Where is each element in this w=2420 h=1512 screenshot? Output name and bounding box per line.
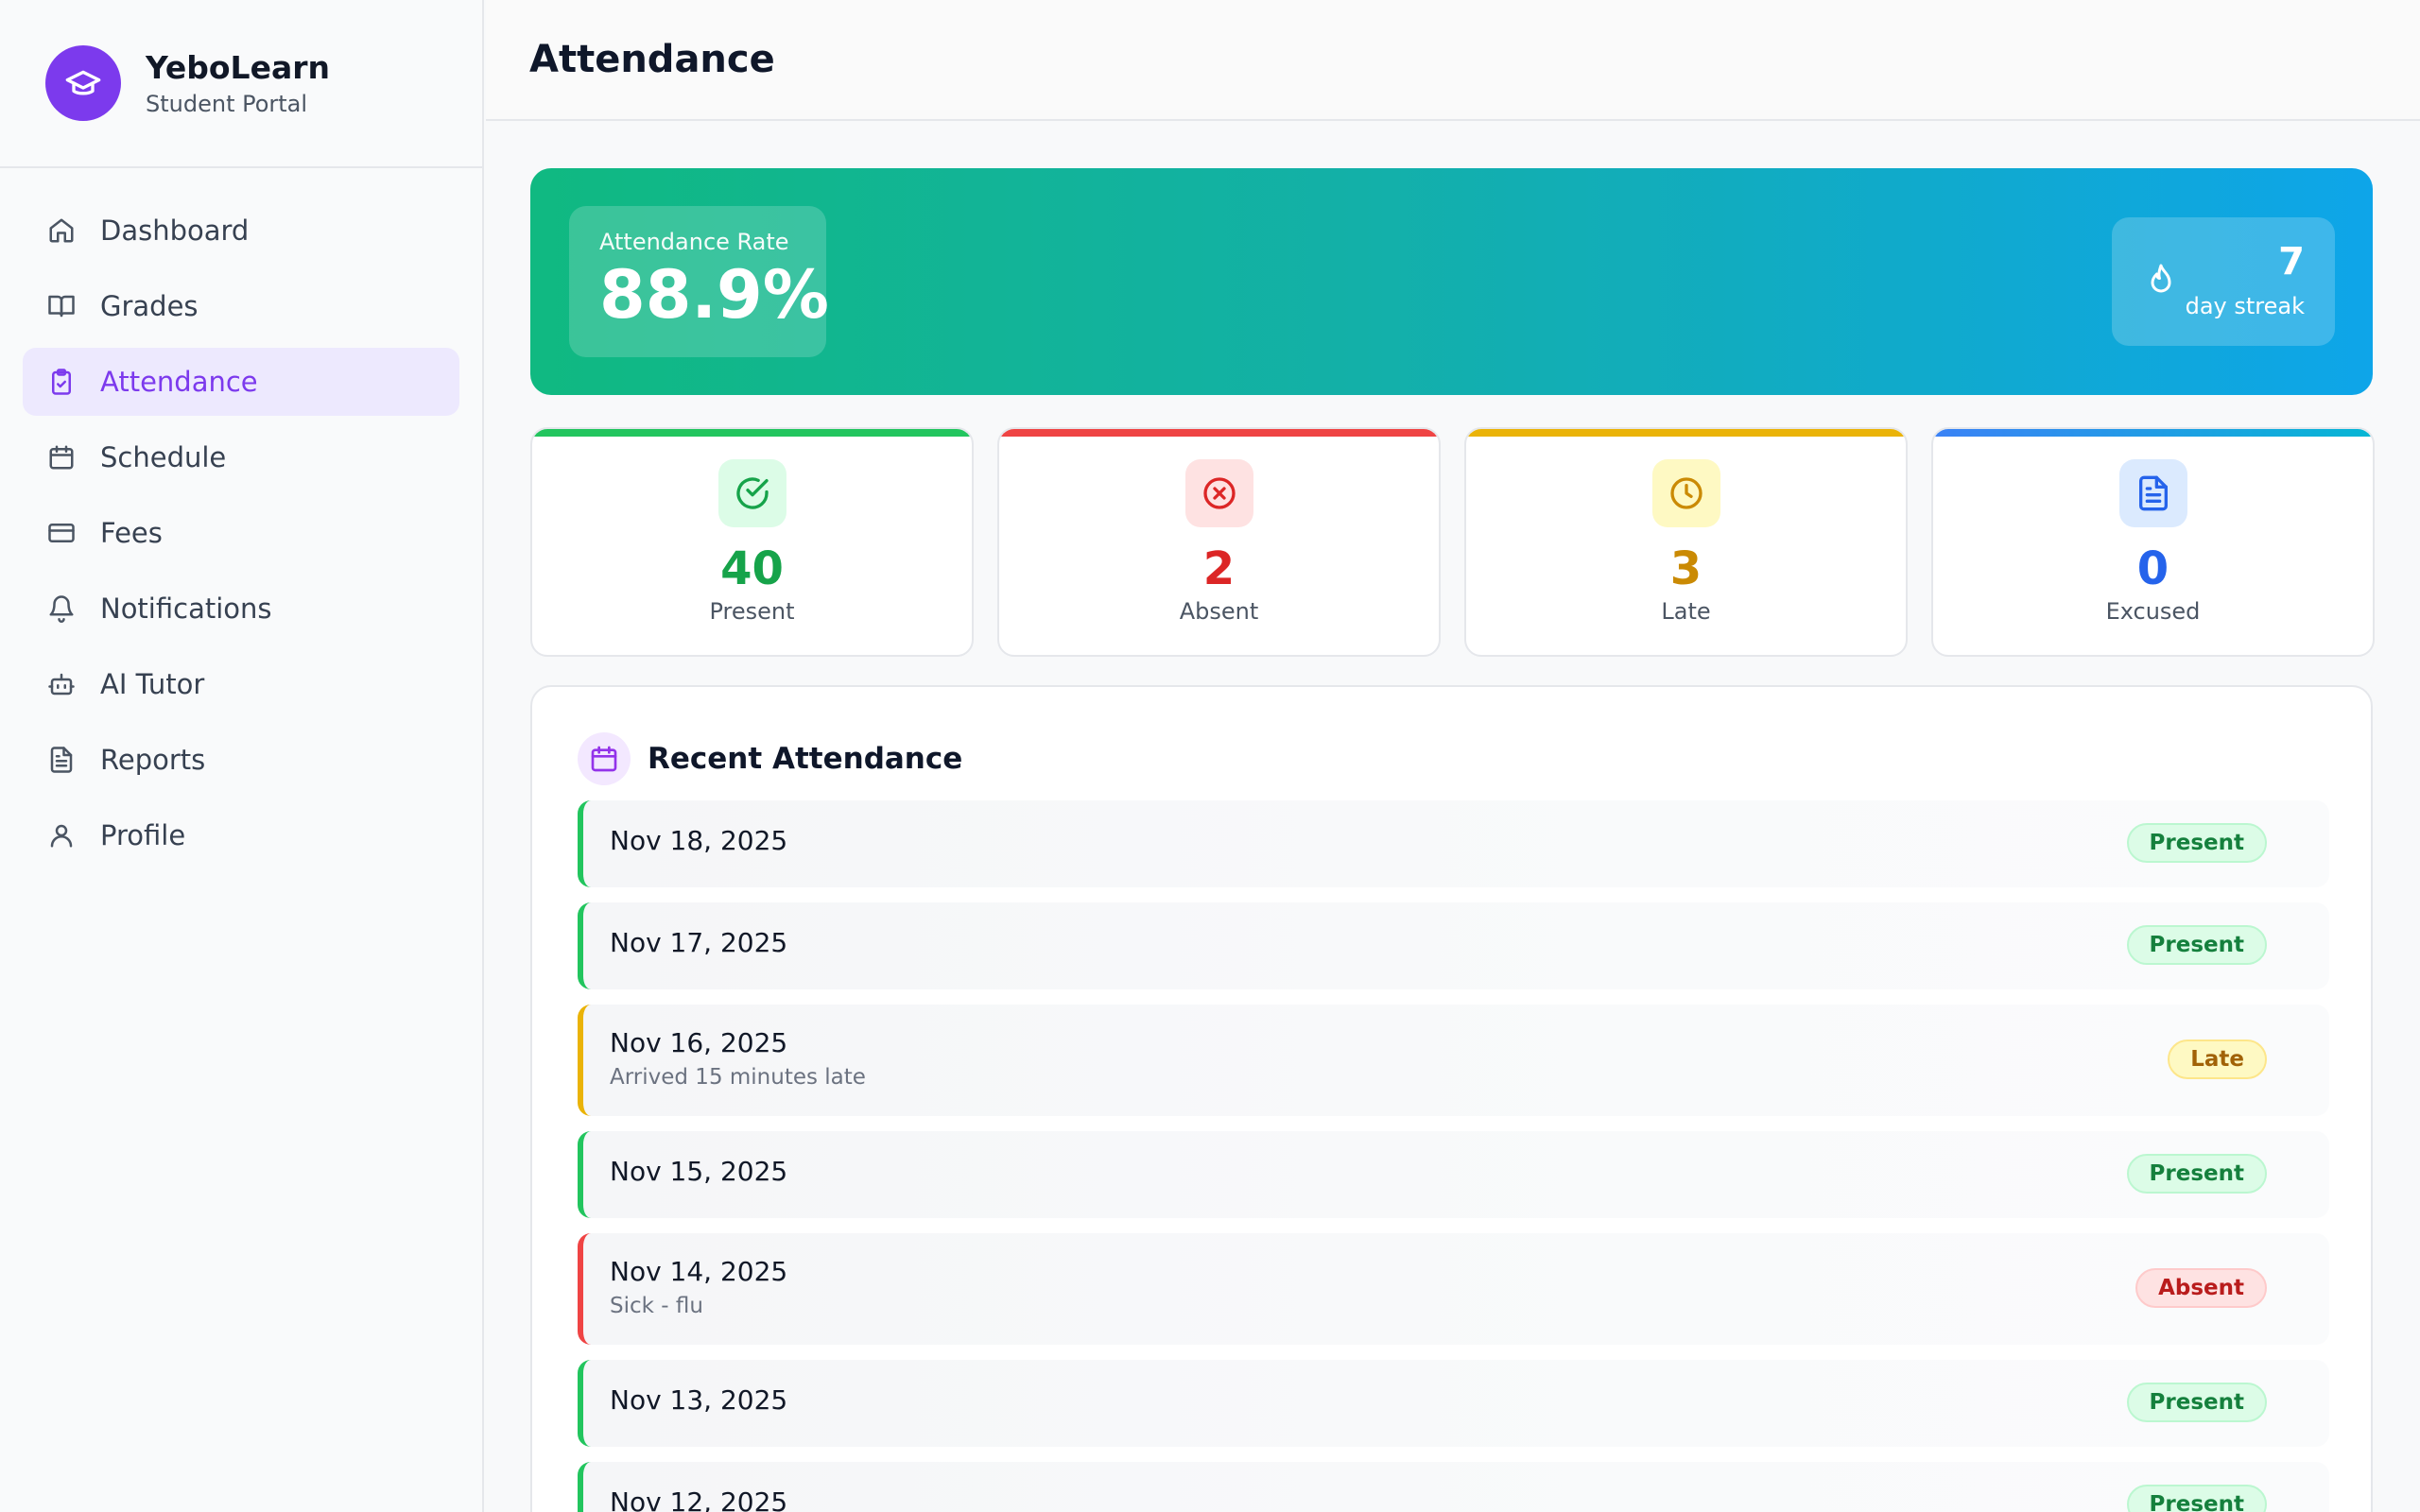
panel-header: Recent Attendance [578, 732, 962, 785]
attendance-row[interactable]: Nov 14, 2025 Sick - flu Absent [578, 1233, 2329, 1345]
sidebar-item-reports[interactable]: Reports [23, 726, 459, 794]
attendance-hero: Attendance Rate 88.9% 7 day streak [530, 168, 2373, 395]
status-badge: Late [2168, 1040, 2267, 1079]
status-badge: Present [2126, 1154, 2267, 1194]
sidebar-item-label: AI Tutor [100, 668, 205, 700]
sidebar-item-label: Grades [100, 290, 199, 322]
row-note: Sick - flu [610, 1294, 703, 1318]
stat-card-excused: 0 Excused [1931, 427, 2375, 657]
stat-value: 3 [1669, 542, 1703, 595]
attendance-row[interactable]: Nov 16, 2025 Arrived 15 minutes late Lat… [578, 1005, 2329, 1116]
attendance-rate-box: Attendance Rate 88.9% [569, 206, 829, 357]
row-date: Nov 12, 2025 [610, 1486, 788, 1512]
streak-box: 7 day streak [2112, 217, 2335, 346]
stat-value: 0 [2136, 542, 2169, 595]
calendar-icon [578, 732, 631, 785]
stat-label: Present [709, 597, 795, 625]
sidebar-item-label: Notifications [100, 593, 272, 625]
attendance-row[interactable]: Nov 12, 2025 Present [578, 1462, 2329, 1512]
sidebar-nav: Dashboard Grades Attendance Schedule Fee… [0, 168, 482, 869]
stat-accent-bar [532, 429, 972, 437]
stat-label: Absent [1179, 597, 1259, 625]
document-icon [2118, 459, 2187, 527]
row-note: Arrived 15 minutes late [610, 1065, 866, 1090]
sidebar-item-label: Dashboard [100, 215, 250, 247]
sidebar-item-attendance[interactable]: Attendance [23, 348, 459, 416]
attendance-row[interactable]: Nov 18, 2025 Present [578, 800, 2329, 887]
page-header: Attendance [486, 0, 2420, 121]
book-icon [45, 290, 78, 322]
stat-accent-bar [1466, 429, 1906, 437]
status-badge: Present [2126, 1383, 2267, 1422]
status-badge: Present [2126, 925, 2267, 965]
home-icon [45, 215, 78, 247]
row-date: Nov 14, 2025 [610, 1256, 788, 1287]
row-date: Nov 17, 2025 [610, 927, 788, 958]
row-date: Nov 13, 2025 [610, 1384, 788, 1416]
status-badge: Present [2126, 823, 2267, 863]
sidebar-item-label: Fees [100, 517, 163, 549]
stat-value: 40 [720, 542, 784, 595]
sidebar-item-label: Schedule [100, 441, 227, 473]
sidebar-item-fees[interactable]: Fees [23, 499, 459, 567]
row-date: Nov 15, 2025 [610, 1156, 788, 1187]
calendar-icon [45, 441, 78, 473]
credit-card-icon [45, 517, 78, 549]
sidebar: YeboLearn Student Portal Dashboard Grade… [0, 0, 484, 1512]
streak-value: 7 [2278, 240, 2305, 284]
recent-attendance-panel: Recent Attendance Nov 18, 2025 Present N… [530, 685, 2373, 1512]
brand-subtitle: Student Portal [146, 90, 308, 117]
status-badge: Absent [2135, 1268, 2267, 1308]
attendance-row[interactable]: Nov 15, 2025 Present [578, 1131, 2329, 1218]
row-date: Nov 16, 2025 [610, 1027, 788, 1058]
sidebar-item-notifications[interactable]: Notifications [23, 575, 459, 643]
attendance-row[interactable]: Nov 17, 2025 Present [578, 902, 2329, 989]
sidebar-item-schedule[interactable]: Schedule [23, 423, 459, 491]
stat-label: Excused [2105, 597, 2201, 625]
stat-label: Late [1661, 597, 1711, 625]
brand-name: YeboLearn [146, 49, 330, 87]
x-circle-icon [1184, 459, 1253, 527]
brand: YeboLearn Student Portal [0, 0, 482, 168]
sidebar-item-profile[interactable]: Profile [23, 801, 459, 869]
flame-icon [2144, 261, 2178, 302]
clipboard-check-icon [45, 366, 78, 398]
page-title: Attendance [529, 38, 775, 81]
panel-title: Recent Attendance [648, 742, 963, 776]
sidebar-item-label: Profile [100, 819, 186, 851]
sidebar-item-ai-tutor[interactable]: AI Tutor [23, 650, 459, 718]
stat-card-present: 40 Present [530, 427, 974, 657]
stat-accent-bar [999, 429, 1439, 437]
attendance-rate-label: Attendance Rate [599, 229, 789, 255]
sidebar-item-grades[interactable]: Grades [23, 272, 459, 340]
bot-icon [45, 668, 78, 700]
attendance-row[interactable]: Nov 13, 2025 Present [578, 1360, 2329, 1447]
clock-icon [1651, 459, 1720, 527]
check-circle-icon [717, 459, 786, 527]
stat-accent-bar [1933, 429, 2373, 437]
streak-label: day streak [2185, 293, 2305, 319]
sidebar-item-label: Attendance [100, 366, 258, 398]
stat-card-late: 3 Late [1464, 427, 1908, 657]
file-text-icon [45, 744, 78, 776]
sidebar-item-dashboard[interactable]: Dashboard [23, 197, 459, 265]
stat-value: 2 [1202, 542, 1236, 595]
attendance-rate-value: 88.9% [599, 256, 829, 334]
bell-icon [45, 593, 78, 625]
stat-card-absent: 2 Absent [997, 427, 1441, 657]
status-badge: Present [2126, 1485, 2267, 1512]
sidebar-item-label: Reports [100, 744, 206, 776]
user-icon [45, 819, 78, 851]
row-date: Nov 18, 2025 [610, 825, 788, 856]
graduation-cap-icon [45, 45, 121, 121]
